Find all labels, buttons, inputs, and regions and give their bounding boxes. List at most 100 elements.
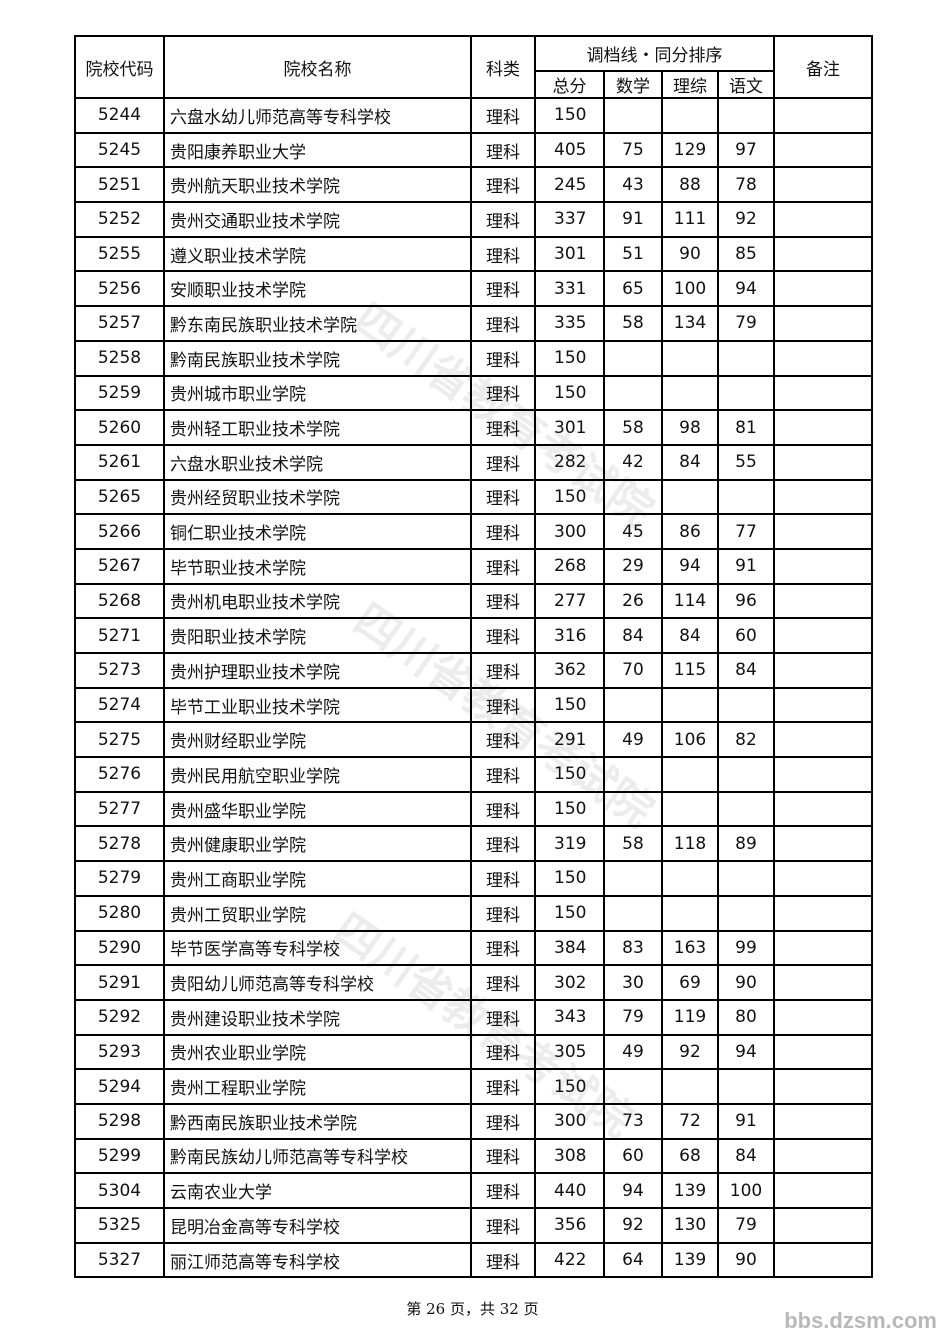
cell-chinese — [717, 756, 775, 793]
cell-remark — [773, 201, 873, 238]
table-row: 5293 贵州农业职业学院 理科 305 49 92 94 — [74, 1033, 873, 1071]
cell-total: 343 — [534, 998, 605, 1036]
cell-chinese: 91 — [717, 547, 775, 585]
cell-code: 5278 — [74, 825, 165, 863]
cell-remark — [773, 1137, 873, 1175]
cell-total: 245 — [534, 166, 605, 204]
cell-total: 277 — [534, 582, 605, 620]
cell-category: 理科 — [470, 1207, 536, 1244]
table-row: 5257 黔东南民族职业技术学院 理科 335 58 134 79 — [74, 305, 873, 342]
cell-name: 六盘水幼儿师范高等专科学校 — [163, 97, 472, 134]
cell-science: 84 — [661, 443, 719, 481]
table-row: 5252 贵州交通职业技术学院 理科 337 91 111 92 — [74, 201, 873, 238]
cell-science: 106 — [661, 721, 719, 759]
cell-category: 理科 — [470, 790, 536, 828]
cell-science — [661, 790, 719, 828]
table-row: 5279 贵州工商职业学院 理科 150 — [74, 860, 873, 897]
cell-math: 83 — [603, 929, 663, 967]
cell-code: 5265 — [74, 478, 165, 516]
table-row: 5251 贵州航天职业技术学院 理科 245 43 88 78 — [74, 166, 873, 204]
cell-chinese: 99 — [717, 929, 775, 967]
cell-chinese: 77 — [717, 513, 775, 550]
table-row: 5304 云南农业大学 理科 440 94 139 100 — [74, 1172, 873, 1209]
cell-chinese — [717, 339, 775, 377]
table-row: 5280 贵州工贸职业学院 理科 150 — [74, 894, 873, 932]
cell-name: 丽江师范高等专科学校 — [163, 1241, 472, 1279]
cell-math: 79 — [603, 998, 663, 1036]
cell-name: 毕节工业职业技术学院 — [163, 686, 472, 724]
cell-remark — [773, 686, 873, 724]
table-row: 5294 贵州工程职业学院 理科 150 — [74, 1068, 873, 1105]
cell-science: 163 — [661, 929, 719, 967]
cell-category: 理科 — [470, 582, 536, 620]
cell-name: 遵义职业技术学院 — [163, 235, 472, 273]
table-row: 5268 贵州机电职业技术学院 理科 277 26 114 96 — [74, 582, 873, 620]
cell-math: 26 — [603, 582, 663, 620]
header-total: 总分 — [534, 70, 605, 99]
site-watermark: bbs.dzsm.com — [784, 1308, 937, 1333]
cell-name: 贵州健康职业学院 — [163, 825, 472, 863]
cell-category: 理科 — [470, 721, 536, 759]
cell-category: 理科 — [470, 97, 536, 134]
cell-chinese: 94 — [717, 1033, 775, 1071]
cell-chinese: 60 — [717, 617, 775, 654]
cell-science: 129 — [661, 131, 719, 169]
cell-chinese: 84 — [717, 1137, 775, 1175]
cell-math: 58 — [603, 825, 663, 863]
cell-total: 316 — [534, 617, 605, 654]
cell-remark — [773, 235, 873, 273]
cell-name: 贵州农业职业学院 — [163, 1033, 472, 1071]
cell-math: 75 — [603, 131, 663, 169]
cell-code: 5252 — [74, 201, 165, 238]
cell-category: 理科 — [470, 547, 536, 585]
cell-name: 贵州经贸职业技术学院 — [163, 478, 472, 516]
cell-name: 贵阳职业技术学院 — [163, 617, 472, 654]
cell-math: 84 — [603, 617, 663, 654]
cell-code: 5260 — [74, 409, 165, 446]
cell-category: 理科 — [470, 1102, 536, 1140]
table-row: 5261 六盘水职业技术学院 理科 282 42 84 55 — [74, 443, 873, 481]
cell-chinese: 78 — [717, 166, 775, 204]
cell-remark — [773, 1241, 873, 1279]
cell-math — [603, 686, 663, 724]
cell-category: 理科 — [470, 409, 536, 446]
cell-remark — [773, 1207, 873, 1244]
cell-name: 贵州工程职业学院 — [163, 1068, 472, 1105]
admission-score-table: 院校代码 院校名称 科类 调档线・同分排序 备注 总分 数学 理综 语文 524… — [74, 35, 873, 1279]
cell-remark — [773, 998, 873, 1036]
cell-category: 理科 — [470, 998, 536, 1036]
table-row: 5277 贵州盛华职业学院 理科 150 — [74, 790, 873, 828]
header-name: 院校名称 — [163, 35, 472, 99]
cell-code: 5266 — [74, 513, 165, 550]
cell-math: 51 — [603, 235, 663, 273]
cell-total: 150 — [534, 686, 605, 724]
cell-remark — [773, 547, 873, 585]
cell-name: 贵州建设职业技术学院 — [163, 998, 472, 1036]
cell-math — [603, 860, 663, 897]
cell-category: 理科 — [470, 478, 536, 516]
cell-math: 64 — [603, 1241, 663, 1279]
cell-remark — [773, 478, 873, 516]
cell-total: 422 — [534, 1241, 605, 1279]
cell-remark — [773, 617, 873, 654]
cell-category: 理科 — [470, 1033, 536, 1071]
cell-total: 300 — [534, 513, 605, 550]
cell-chinese: 81 — [717, 409, 775, 446]
cell-remark — [773, 964, 873, 1001]
table-row: 5278 贵州健康职业学院 理科 319 58 118 89 — [74, 825, 873, 863]
cell-remark — [773, 721, 873, 759]
cell-chinese: 96 — [717, 582, 775, 620]
cell-remark — [773, 756, 873, 793]
cell-code: 5256 — [74, 270, 165, 308]
cell-category: 理科 — [470, 860, 536, 897]
cell-science — [661, 478, 719, 516]
cell-name: 贵州工商职业学院 — [163, 860, 472, 897]
cell-science: 111 — [661, 201, 719, 238]
cell-science — [661, 756, 719, 793]
cell-math: 43 — [603, 166, 663, 204]
cell-category: 理科 — [470, 756, 536, 793]
cell-code: 5277 — [74, 790, 165, 828]
cell-math: 58 — [603, 305, 663, 342]
header-science: 理综 — [661, 70, 719, 99]
cell-total: 301 — [534, 235, 605, 273]
